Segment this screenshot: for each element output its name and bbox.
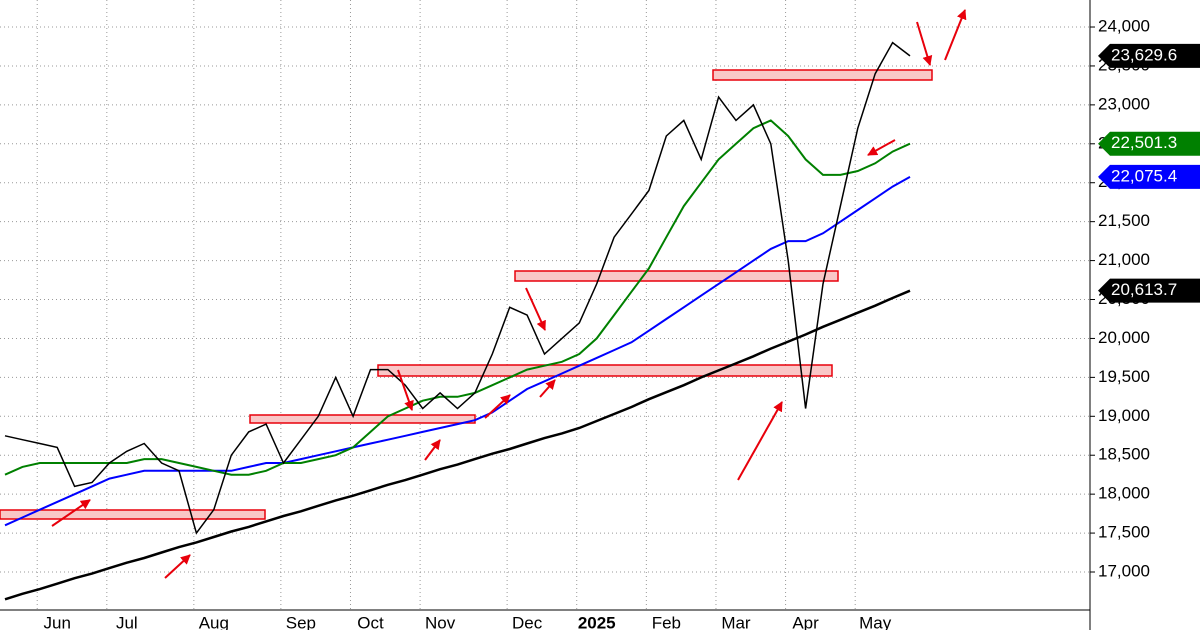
arrows [51, 9, 967, 579]
labels: 17,000 17,500 18,000 18,500 19,000 19,500 20,0… [44, 17, 1200, 630]
y-tick-label: 21,000 [1098, 250, 1150, 269]
series-line [4, 176, 911, 527]
x-tick-label: Aug [199, 613, 229, 630]
x-tick-label: Jul [116, 613, 138, 630]
price-tag [1098, 278, 1200, 303]
arrow [525, 287, 546, 331]
x-tick-label: Sep [286, 613, 316, 630]
series-line [4, 119, 911, 476]
zone [712, 69, 933, 81]
y-tick-label: 23,000 [1098, 94, 1150, 113]
arrow [397, 369, 414, 411]
arrow [916, 21, 933, 66]
series-line [4, 41, 911, 535]
y-tick-label: 24,000 [1098, 17, 1150, 36]
price-tag-label: 23,629.6 [1111, 45, 1177, 64]
y-tick-label: 18,500 [1098, 445, 1150, 464]
zone [249, 414, 476, 424]
y-tick-label: 19,000 [1098, 406, 1150, 425]
price-tag-label: 20,613.7 [1111, 280, 1177, 299]
series-line [4, 289, 911, 601]
arrow [51, 499, 91, 527]
support-zones [0, 69, 933, 520]
y-tick-label: 18,000 [1098, 484, 1150, 503]
arrow [867, 139, 896, 156]
y-tick-label: 21,500 [1098, 211, 1150, 230]
arrow [737, 401, 783, 481]
x-tick-label: Mar [721, 613, 751, 630]
x-tick-label: Dec [512, 613, 543, 630]
plot [4, 41, 911, 601]
zone [377, 364, 833, 377]
x-tick-label: May [859, 613, 892, 630]
y-tick-label: 20,000 [1098, 328, 1150, 347]
y-tick-label: 17,000 [1098, 561, 1150, 580]
y-tick-label: 17,500 [1098, 523, 1150, 542]
price-tag [1098, 131, 1200, 156]
x-tick-label: Jun [44, 613, 71, 630]
price-tag-label: 22,075.4 [1111, 166, 1177, 185]
arrow [539, 379, 556, 398]
price-tag-label: 22,501.3 [1111, 133, 1177, 152]
y-tick-label: 19,500 [1098, 367, 1150, 386]
x-tick-label: Apr [792, 613, 819, 630]
arrow [484, 394, 511, 419]
arrow [424, 439, 441, 461]
x-tick-label: Oct [357, 613, 384, 630]
price-tag [1098, 164, 1200, 189]
zone [514, 270, 839, 282]
arrow [944, 9, 967, 61]
x-tick-label: Nov [425, 613, 456, 630]
x-tick-label: Feb [652, 613, 681, 630]
grid [0, 0, 1090, 610]
zone [0, 509, 266, 520]
x-tick-label: 2025 [578, 613, 616, 630]
price-tag [1098, 43, 1200, 68]
arrow [164, 554, 191, 579]
